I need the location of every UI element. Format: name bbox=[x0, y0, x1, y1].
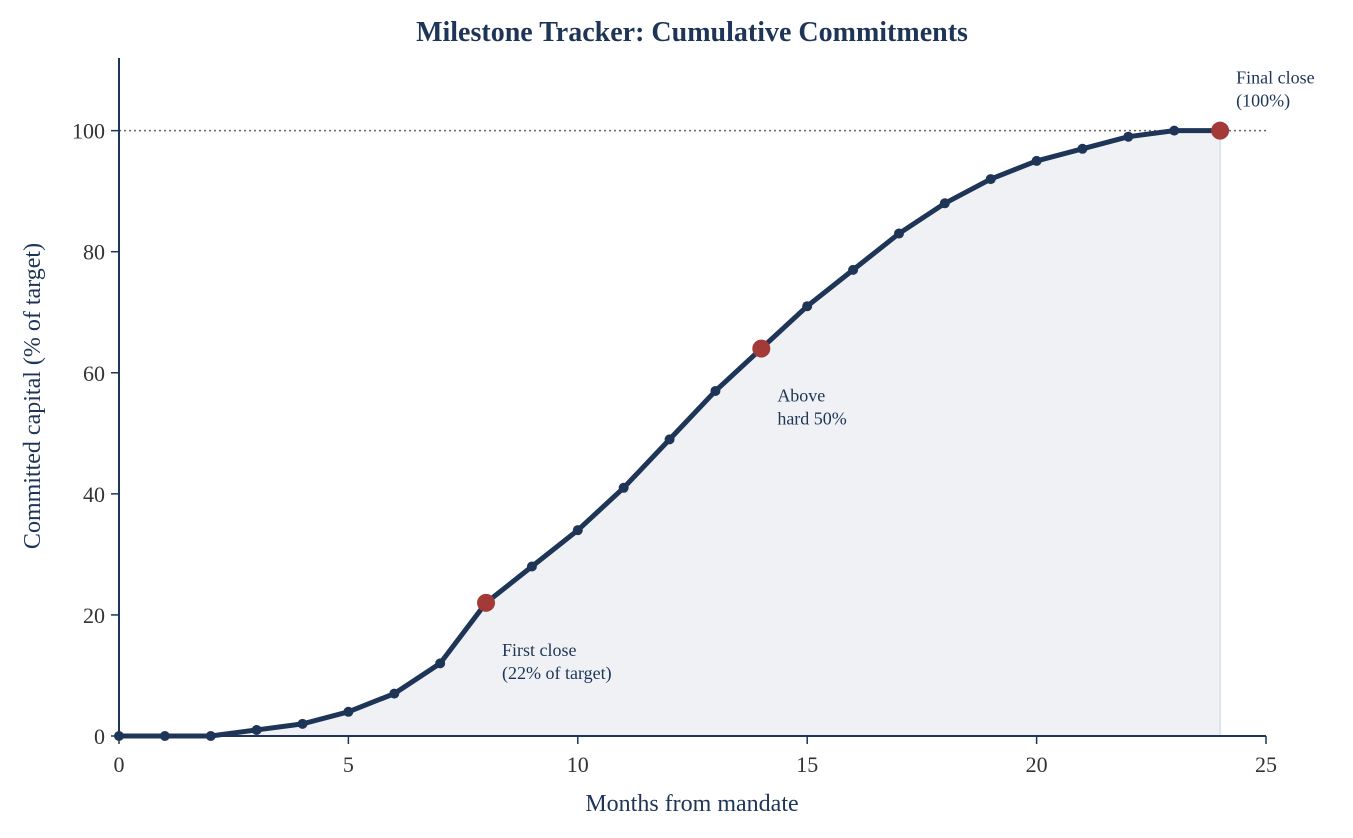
data-point bbox=[297, 718, 308, 729]
data-point bbox=[848, 264, 859, 275]
x-tick-label: 15 bbox=[796, 752, 818, 777]
y-tick-label: 40 bbox=[83, 482, 105, 507]
milestone-label: Above bbox=[777, 386, 825, 406]
data-point bbox=[939, 198, 950, 209]
data-point bbox=[893, 228, 904, 239]
milestone-marker bbox=[477, 593, 496, 612]
data-point bbox=[802, 301, 813, 312]
y-axis-label: Committed capital (% of target) bbox=[20, 243, 46, 549]
data-point bbox=[664, 434, 675, 445]
y-tick-label: 80 bbox=[83, 240, 105, 265]
x-tick-label: 25 bbox=[1255, 752, 1277, 777]
y-tick-label: 60 bbox=[83, 361, 105, 386]
plot-area: 0 5 10 15 20 25 0 20 40 60 80 100 First close (22% of… bbox=[72, 58, 1315, 777]
chart-title: Milestone Tracker: Cumulative Commitment… bbox=[416, 17, 968, 48]
data-point bbox=[526, 561, 537, 572]
data-point bbox=[205, 731, 216, 741]
data-point bbox=[1077, 143, 1088, 154]
data-point bbox=[389, 688, 400, 699]
milestone-label: Final close bbox=[1236, 68, 1315, 88]
data-point bbox=[251, 724, 262, 735]
milestone-label: hard 50% bbox=[777, 409, 846, 429]
x-tick-label: 10 bbox=[567, 752, 589, 777]
milestone-label: First close bbox=[502, 640, 577, 660]
data-point bbox=[1169, 125, 1180, 136]
milestone-label: (100%) bbox=[1236, 91, 1290, 112]
x-tick-label: 5 bbox=[343, 752, 354, 777]
y-tick-label: 100 bbox=[72, 119, 105, 144]
x-tick-label: 0 bbox=[114, 752, 125, 777]
y-tick-label: 0 bbox=[94, 724, 105, 749]
milestone-label: (22% of target) bbox=[502, 663, 612, 684]
milestone-marker bbox=[1211, 121, 1230, 140]
y-tick-label: 20 bbox=[83, 603, 105, 628]
data-point bbox=[572, 525, 583, 536]
x-tick-label: 20 bbox=[1026, 752, 1048, 777]
data-point bbox=[710, 385, 721, 396]
data-point bbox=[114, 731, 124, 741]
area-fill bbox=[119, 130, 1221, 737]
data-point bbox=[1123, 131, 1134, 142]
x-axis-label: Months from mandate bbox=[585, 791, 798, 817]
data-point bbox=[343, 706, 354, 717]
milestone-marker bbox=[752, 339, 771, 358]
data-point bbox=[985, 174, 996, 185]
data-point bbox=[435, 658, 446, 669]
data-point bbox=[618, 482, 629, 493]
data-point bbox=[1031, 155, 1042, 166]
data-point bbox=[159, 731, 170, 741]
